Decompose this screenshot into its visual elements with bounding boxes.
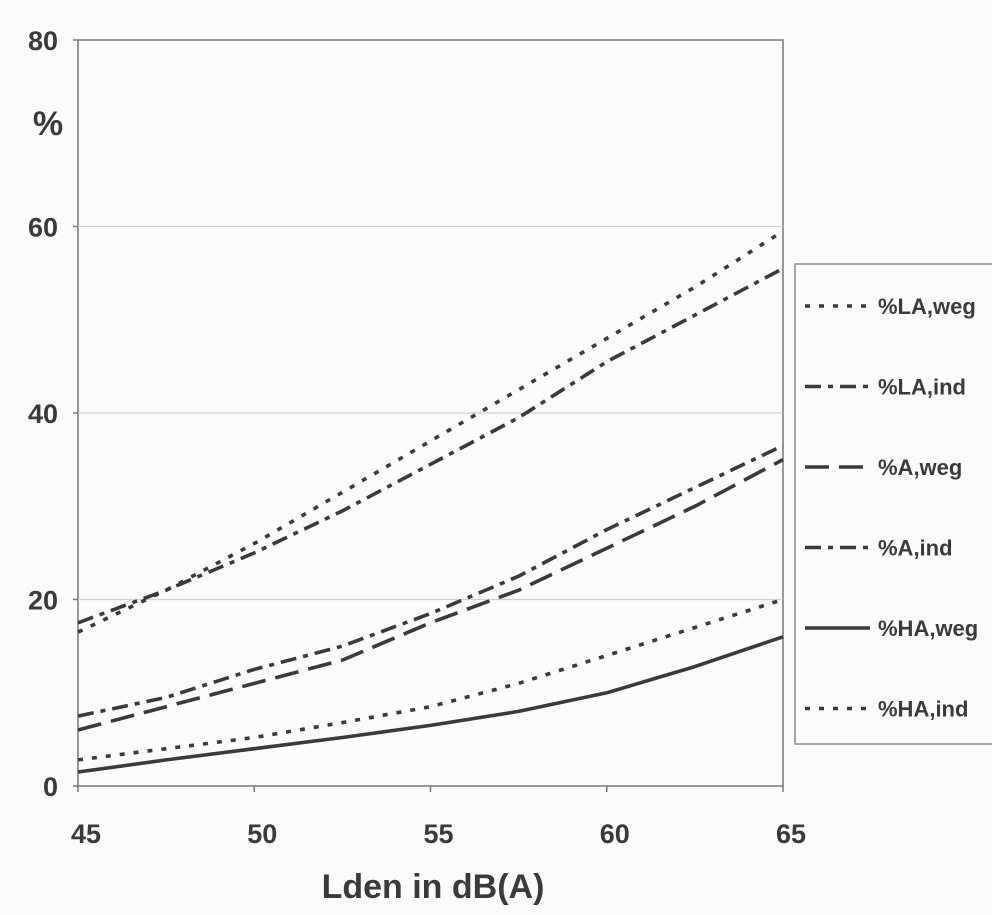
legend: %LA,weg %LA,ind %A,weg %A,ind %HA,weg %HA,ind <box>794 263 992 745</box>
x-tick-labels: 45 50 55 60 65 <box>71 786 806 849</box>
x-axis-label: Lden in dB(A) <box>322 868 545 906</box>
legend-label: %A,ind <box>878 536 953 561</box>
y-tick-label: 80 <box>28 26 58 56</box>
x-tick-label: 65 <box>776 819 806 849</box>
y-tick-label: 20 <box>28 586 58 616</box>
legend-box <box>794 263 992 745</box>
y-tick-labels: 0 20 40 60 80 <box>28 26 58 802</box>
x-tick-label: 50 <box>247 819 277 849</box>
series-line-1 <box>77 266 784 625</box>
y-tick-label: 60 <box>28 213 58 243</box>
y-axis-label: % <box>33 105 63 143</box>
series-lines <box>77 229 784 774</box>
series-line-2 <box>77 458 784 732</box>
series-line-3 <box>77 443 784 718</box>
series-line-4 <box>77 635 784 774</box>
legend-label: %LA,weg <box>878 294 976 319</box>
y-tick-label: 40 <box>28 399 58 429</box>
legend-label: %A,weg <box>878 455 962 480</box>
x-tick-label: 55 <box>423 819 453 849</box>
legend-label: %HA,ind <box>878 697 968 722</box>
x-tick-label: 45 <box>71 819 101 849</box>
legend-label: %LA,ind <box>878 375 966 400</box>
series-line-0 <box>77 229 784 634</box>
gridlines <box>73 39 783 787</box>
x-tick-label: 60 <box>600 819 630 849</box>
legend-label: %HA,weg <box>878 616 978 641</box>
y-tick-label: 0 <box>43 772 58 802</box>
